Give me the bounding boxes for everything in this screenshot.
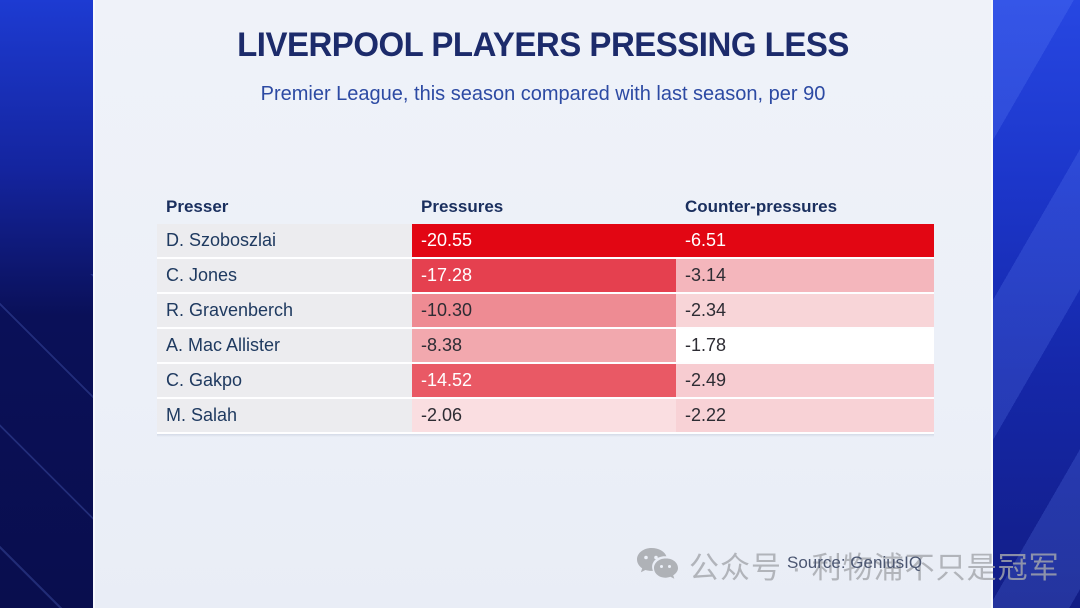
counter-pressures-value: -1.78 bbox=[676, 329, 934, 362]
table-row: D. Szoboszlai -20.55 -6.51 bbox=[157, 224, 934, 259]
table-row: C. Gakpo -14.52 -2.49 bbox=[157, 364, 934, 399]
table-row: M. Salah -2.06 -2.22 bbox=[157, 399, 934, 434]
column-header-pressures: Pressures bbox=[421, 197, 504, 216]
table-bottom-shadow bbox=[157, 434, 934, 437]
counter-pressures-value: -2.49 bbox=[676, 364, 934, 397]
counter-pressures-value: -3.14 bbox=[676, 259, 934, 292]
page-title: LIVERPOOL PLAYERS PRESSING LESS bbox=[237, 26, 849, 64]
pressing-stats-table: Presser Pressures Counter-pressures D. S… bbox=[157, 190, 934, 434]
table-row: A. Mac Allister -8.38 -1.78 bbox=[157, 329, 934, 364]
wechat-icon bbox=[637, 548, 678, 579]
presser-name: M. Salah bbox=[157, 399, 412, 432]
presser-name: D. Szoboszlai bbox=[157, 224, 412, 257]
table-row: C. Jones -17.28 -3.14 bbox=[157, 259, 934, 294]
page-subtitle: Premier League, this season compared wit… bbox=[260, 83, 826, 105]
presser-name: R. Gravenberch bbox=[157, 294, 412, 327]
graphic-card: LIVERPOOL PLAYERS PRESSING LESS Premier … bbox=[93, 0, 993, 608]
pressures-value: -2.06 bbox=[412, 399, 676, 432]
counter-pressures-value: -6.51 bbox=[676, 224, 934, 257]
watermark-text: 公众号 · 利物浦不只是冠军 bbox=[689, 552, 1060, 585]
left-frame-decoration bbox=[0, 0, 93, 608]
pressures-value: -10.30 bbox=[412, 294, 676, 327]
presser-name: A. Mac Allister bbox=[157, 329, 412, 362]
pressures-value: -8.38 bbox=[412, 329, 676, 362]
pressures-value: -14.52 bbox=[412, 364, 676, 397]
table-row: R. Gravenberch -10.30 -2.34 bbox=[157, 294, 934, 329]
pressures-value: -20.55 bbox=[412, 224, 676, 257]
table-header-row: Presser Pressures Counter-pressures bbox=[157, 190, 934, 224]
right-frame-decoration bbox=[993, 0, 1080, 608]
wechat-watermark: 公众号 · 利物浦不只是冠军 bbox=[635, 544, 1060, 586]
pressures-value: -17.28 bbox=[412, 259, 676, 292]
counter-pressures-value: -2.34 bbox=[676, 294, 934, 327]
column-header-counter-pressures: Counter-pressures bbox=[685, 197, 838, 216]
counter-pressures-value: -2.22 bbox=[676, 399, 934, 432]
presser-name: C. Gakpo bbox=[157, 364, 412, 397]
source-credit: Source: GeniusIQ bbox=[787, 553, 923, 572]
column-header-presser: Presser bbox=[166, 197, 229, 216]
presser-name: C. Jones bbox=[157, 259, 412, 292]
